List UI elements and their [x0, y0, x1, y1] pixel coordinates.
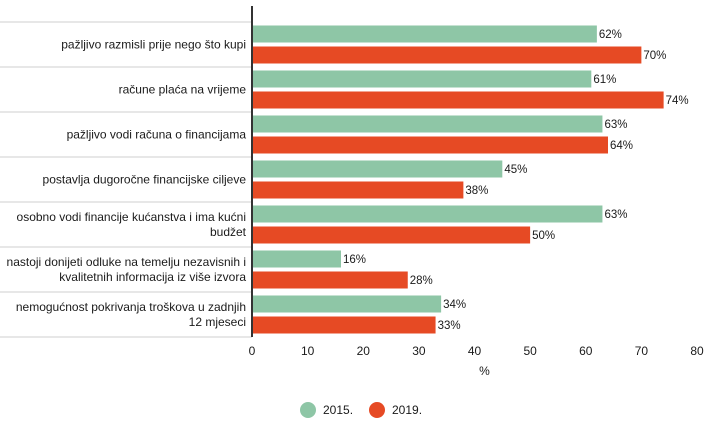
data-label: 62% [599, 29, 622, 41]
data-label: 45% [504, 164, 527, 176]
data-label: 28% [410, 275, 433, 287]
x-tick-label: 0 [249, 344, 256, 358]
x-tick-label: 30 [412, 344, 426, 358]
bar [253, 91, 664, 109]
data-label: 38% [465, 185, 488, 197]
bar [253, 46, 642, 64]
category-label: postavlja dugoročne financijske ciljeve [43, 173, 247, 187]
data-label: 64% [610, 140, 633, 152]
data-label: 34% [443, 299, 466, 311]
category-label: nastoji donijeti odluke na temelju nezav… [7, 255, 247, 284]
category-label: pažljivo vodi računa o financijama [67, 128, 247, 142]
legend-marker [369, 402, 385, 418]
x-tick-label: 50 [523, 344, 537, 358]
data-labels: 62% 70% 61% 74% 63% 64% 45% 38% 63% 50% 16% 28% 34% 3… [343, 29, 689, 332]
bar [253, 295, 442, 313]
x-tick-labels: 0 10 20 30 40 50 60 70 80 [249, 344, 704, 358]
category-label-line: nastoji donijeti odluke na temelju nezav… [7, 255, 246, 269]
category-label-line: pažljivo vodi računa o financijama [67, 128, 247, 142]
bar [253, 181, 464, 199]
bar [253, 205, 603, 223]
bar [253, 70, 592, 88]
category-label-line: pažljivo razmisli prije nego što kupi [61, 38, 246, 52]
x-axis-title: % [479, 364, 490, 378]
legend: 2015. 2019. [300, 402, 422, 418]
category-label-line: nemogućnost pokrivanja troškova u zadnji… [16, 300, 246, 314]
legend-marker [300, 402, 316, 418]
category-label-line: budžet [210, 225, 247, 239]
bar [253, 160, 503, 178]
x-tick-label: 80 [690, 344, 704, 358]
data-label: 63% [604, 209, 627, 221]
category-label: osobno vodi financije kućanstva i ima ku… [17, 210, 247, 239]
legend-label: 2019. [392, 403, 422, 417]
category-labels: pažljivo razmisli prije nego što kupi rač… [7, 38, 247, 330]
category-label-line: kvalitetnih informacija iz više izvora [59, 270, 246, 284]
bar [253, 316, 436, 334]
bars [253, 25, 664, 334]
legend-label: 2015. [323, 403, 353, 417]
data-label: 50% [532, 230, 555, 242]
data-label: 33% [438, 320, 461, 332]
data-label: 63% [604, 119, 627, 131]
category-label: pažljivo razmisli prije nego što kupi [61, 38, 246, 52]
bar [253, 115, 603, 133]
x-tick-label: 60 [579, 344, 593, 358]
data-label: 70% [643, 50, 666, 62]
x-tick-label: 40 [468, 344, 482, 358]
category-label-line: 12 mjeseci [189, 315, 246, 329]
category-label-line: osobno vodi financije kućanstva i ima ku… [17, 210, 246, 224]
data-label: 16% [343, 254, 366, 266]
category-label: nemogućnost pokrivanja troškova u zadnji… [16, 300, 246, 329]
bar [253, 271, 408, 289]
x-tick-label: 20 [357, 344, 371, 358]
category-label-line: račune plaća na vrijeme [119, 83, 247, 97]
bar [253, 25, 597, 43]
bar [253, 226, 531, 244]
x-tick-label: 70 [635, 344, 649, 358]
row-separators [0, 21, 252, 338]
bar [253, 136, 608, 154]
data-label: 61% [593, 74, 616, 86]
category-label: račune plaća na vrijeme [119, 83, 247, 97]
bar [253, 250, 341, 268]
data-label: 74% [666, 95, 689, 107]
x-tick-label: 10 [301, 344, 315, 358]
category-label-line: postavlja dugoročne financijske ciljeve [43, 173, 247, 187]
